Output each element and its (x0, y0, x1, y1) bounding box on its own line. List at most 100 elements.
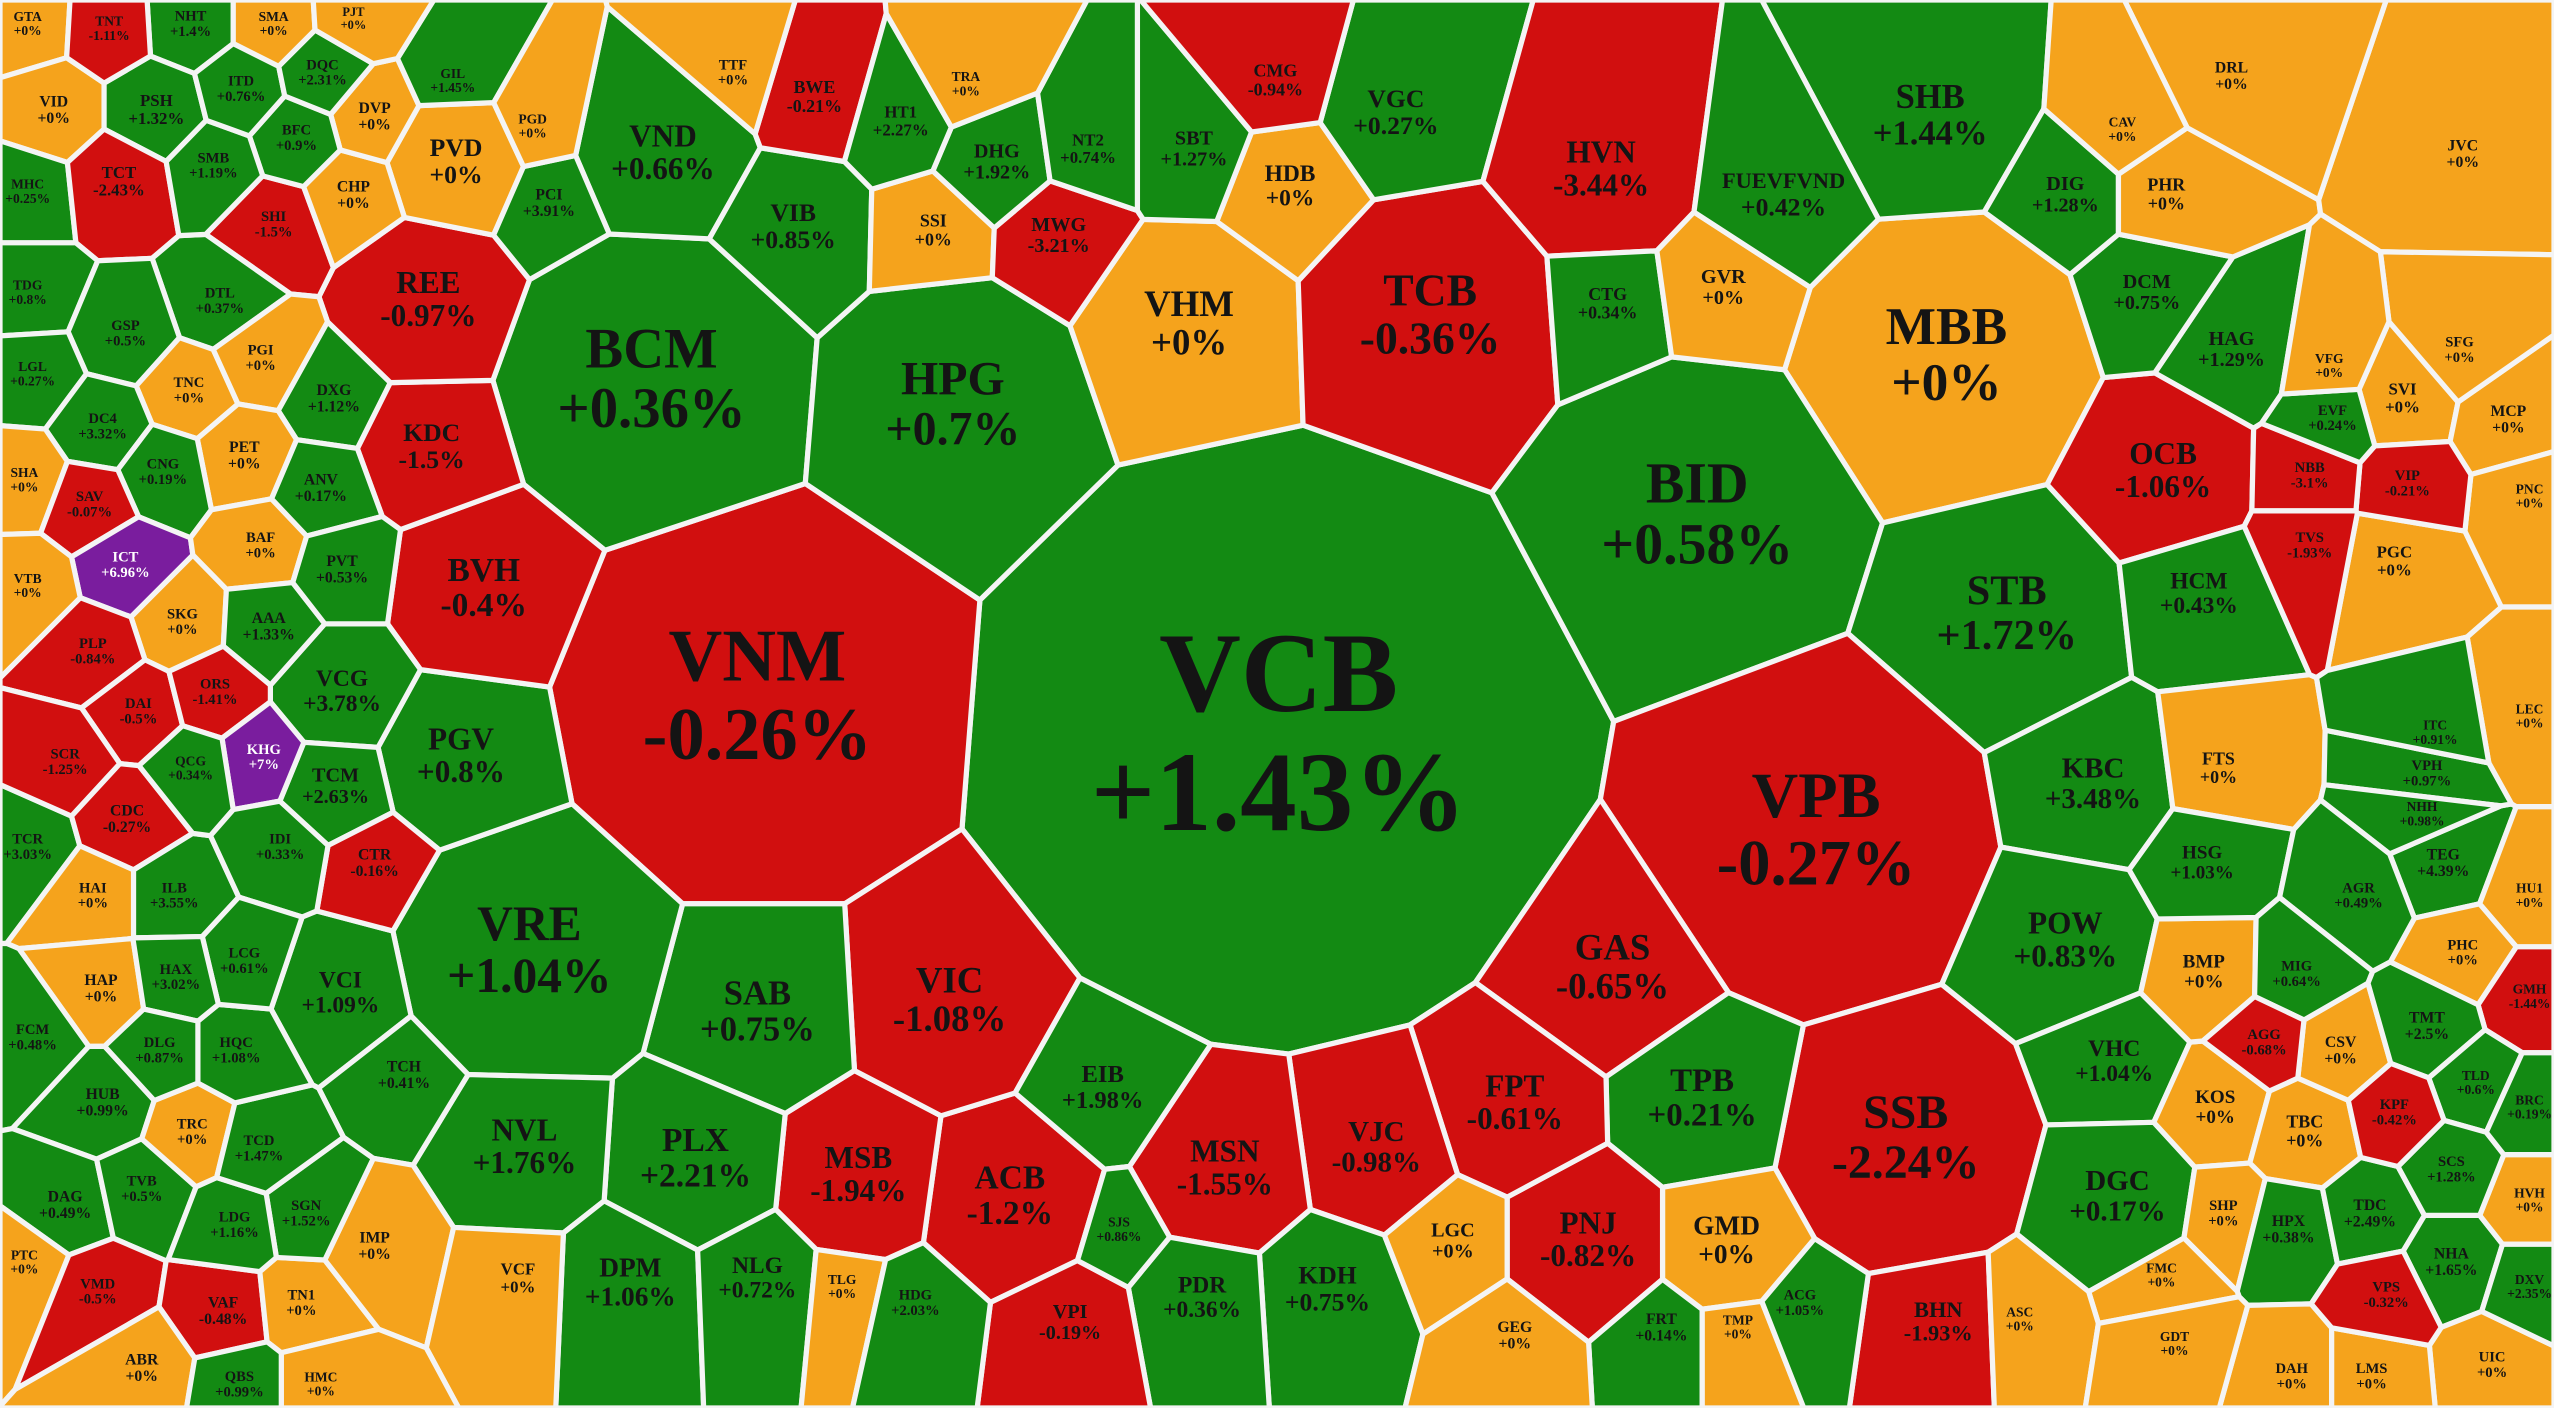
change-label: +0.19% (139, 472, 188, 488)
change-label: +0% (337, 195, 370, 212)
change-label: +2.63% (302, 786, 369, 808)
change-label: -0.48% (199, 1311, 247, 1328)
ticker: MWG (1031, 214, 1086, 236)
change-label: +0% (37, 110, 70, 127)
change-label: -0.42% (2372, 1112, 2417, 1128)
ticker: PVD (430, 133, 483, 162)
change-label: +0% (2516, 716, 2544, 731)
ticker: DXG (316, 382, 351, 399)
ticker: SKG (167, 607, 198, 623)
ticker: VCF (501, 1260, 536, 1279)
change-label: +3.02% (152, 977, 201, 993)
change-label: -1.11% (89, 28, 130, 43)
ticker: PHR (2147, 175, 2186, 195)
change-label: -0.98% (1332, 1147, 1421, 1179)
change-label: +0.5% (105, 333, 146, 349)
change-label: -1.44% (2509, 996, 2551, 1011)
ticker: TLD (2462, 1068, 2490, 1083)
change-label: +0% (177, 1132, 207, 1148)
ticker: BMP (2183, 952, 2226, 973)
stock-cell (491, 0, 610, 170)
ticker: SMB (198, 150, 230, 166)
change-label: +0.36% (557, 377, 745, 440)
ticker: HSG (2182, 843, 2222, 864)
change-label: +1.03% (2171, 863, 2234, 884)
change-label: +0.8% (417, 754, 505, 789)
change-label: +0.75% (700, 1011, 815, 1049)
ticker: HT1 (884, 103, 917, 122)
change-label: +0% (2208, 1213, 2238, 1229)
change-label: -3.44% (1553, 167, 1649, 202)
change-label: +0% (14, 23, 42, 38)
ticker: PGI (248, 343, 274, 359)
ticker: SGN (291, 1198, 322, 1214)
ticker: SHP (2209, 1198, 2238, 1214)
change-label: -1.55% (1177, 1166, 1273, 1201)
change-label: +0.87% (135, 1051, 184, 1067)
ticker: TCR (12, 831, 43, 847)
stock-cell (2155, 672, 2328, 833)
ticker: PVT (326, 553, 358, 570)
ticker: VHM (1144, 283, 1234, 324)
ticker: HCM (2170, 568, 2227, 594)
ticker: VCB (1159, 611, 1398, 736)
ticker: HAP (84, 972, 118, 989)
ticker: AGG (2247, 1027, 2280, 1043)
change-label: +0.99% (77, 1103, 129, 1120)
stock-cell (290, 513, 404, 627)
change-label: +0% (2200, 767, 2237, 787)
ticker: IDI (269, 831, 291, 847)
change-label: +0.58% (1601, 511, 1793, 576)
change-label: -1.93% (1904, 1321, 1973, 1346)
change-label: +1.29% (2198, 349, 2265, 371)
ticker: ACG (1784, 1288, 1816, 1304)
change-label: +1.44% (1873, 114, 1988, 152)
ticker: GIL (440, 66, 465, 81)
ticker: EVF (2318, 403, 2347, 419)
ticker: TCM (312, 765, 359, 787)
ticker: VIB (770, 198, 816, 227)
ticker: DQC (306, 57, 338, 73)
ticker: VCG (316, 666, 368, 692)
change-label: +0% (174, 391, 204, 407)
stock-cell (2278, 211, 2392, 397)
ticker: TRA (952, 69, 981, 84)
ticker: GDT (2160, 1329, 2189, 1344)
ticker: BHN (1914, 1297, 1962, 1322)
ticker: SCR (51, 747, 81, 763)
ticker: TEG (2427, 846, 2460, 863)
stock-cell (423, 1224, 567, 1408)
change-label: +0% (2377, 560, 2412, 579)
ticker: TVS (2295, 530, 2323, 546)
change-label: -0.5% (79, 1292, 117, 1308)
change-label: +1.05% (1776, 1303, 1825, 1319)
ticker: HQC (220, 1035, 253, 1051)
ticker: HPX (2272, 1213, 2306, 1230)
change-label: +0% (14, 585, 42, 600)
ticker: TMP (1723, 1312, 1753, 1327)
change-label: +0% (2516, 1200, 2544, 1215)
change-label: -0.27% (1717, 828, 1916, 899)
stock-cell (64, 0, 154, 86)
change-label: +0.7% (885, 403, 1020, 456)
change-label: -0.68% (2242, 1042, 2287, 1058)
ticker: DGC (2085, 1165, 2149, 1197)
ticker: TVB (127, 1174, 157, 1190)
change-label: +0.64% (2272, 974, 2321, 990)
change-label: -0.97% (380, 298, 476, 333)
ticker: PCI (535, 186, 562, 203)
ticker: DHG (974, 140, 1020, 162)
change-label: +0% (2184, 972, 2223, 993)
ticker: PLP (79, 636, 107, 652)
change-label: +3.03% (3, 847, 52, 863)
change-label: +0% (2160, 1343, 2188, 1358)
change-label: +0% (358, 117, 391, 134)
ticker: BRC (2515, 1092, 2544, 1107)
ticker: ANV (304, 472, 339, 489)
change-label: +0% (2147, 1275, 2175, 1290)
ticker: EIB (1082, 1061, 1124, 1088)
ticker: FMC (2146, 1260, 2177, 1275)
change-label: +0.9% (276, 138, 317, 154)
ticker: FRT (1646, 1311, 1677, 1328)
